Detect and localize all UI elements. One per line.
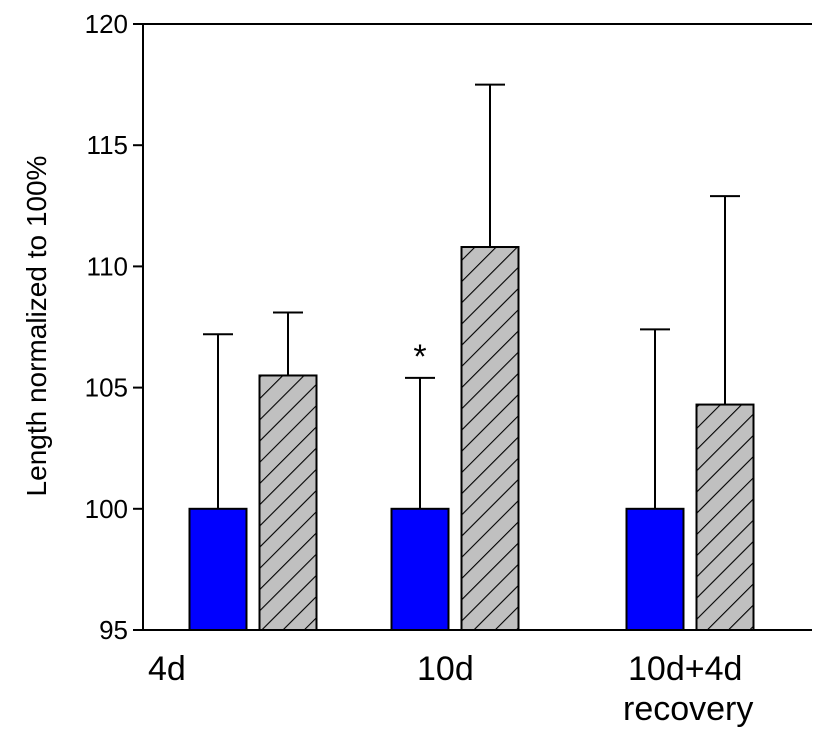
x-category-label: 10d+4d (628, 650, 742, 688)
bar (390, 507, 450, 631)
y-tick-label: 105 (85, 373, 128, 403)
y-tick-label: 110 (87, 251, 128, 281)
bar (460, 246, 520, 631)
bar (695, 403, 755, 631)
y-tick-label: 120 (85, 9, 128, 39)
bar (625, 507, 685, 631)
x-category-label: 10d (417, 650, 474, 688)
y-tick-label: 95 (99, 615, 128, 645)
y-tick-label: 100 (85, 494, 128, 524)
x-category-label: 4d (148, 650, 186, 688)
significance-asterisk: * (413, 338, 426, 376)
bar (258, 374, 318, 632)
bar (188, 507, 248, 631)
y-axis-title: Length normalized to 100% (21, 156, 52, 497)
x-category-label-line2: recovery (623, 690, 753, 728)
y-tick-label: 115 (87, 130, 128, 160)
